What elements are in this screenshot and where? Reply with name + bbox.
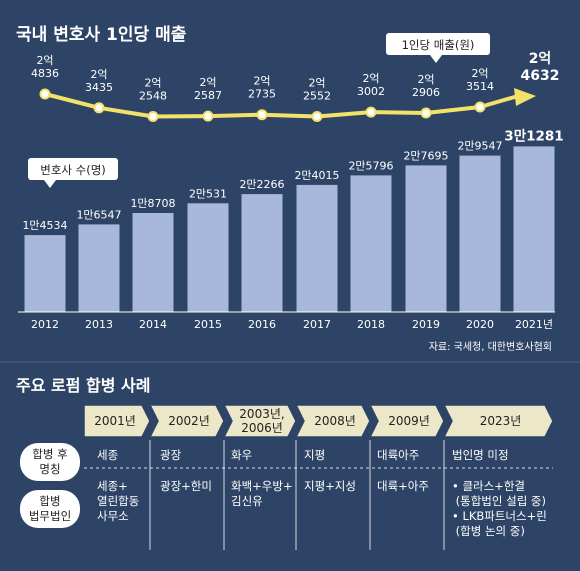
bar-legend-box	[28, 158, 118, 180]
line-value-label: 2억 2735	[248, 75, 276, 101]
bar-value-label: 2만5796	[348, 159, 393, 172]
bar	[459, 155, 501, 312]
timeline-year-arrow	[294, 404, 371, 438]
line-value-label: 2억 2587	[194, 76, 222, 102]
bar	[513, 146, 555, 312]
bar-value-label: 2만4015	[294, 169, 339, 182]
x-tick-label: 2021년	[515, 318, 553, 331]
bar	[241, 194, 283, 312]
bar-value-label: 2만531	[189, 187, 227, 200]
merger-title: 주요 로펌 합병 사례	[16, 376, 150, 395]
row-label: 합병 후 명칭	[32, 447, 67, 476]
merged-firms: 대륙+아주	[377, 479, 429, 493]
timeline-year-label: 2023년	[480, 414, 522, 428]
line-value-label: 2억 4836	[31, 54, 59, 80]
line-value-label: 2억 2906	[412, 73, 440, 99]
timeline-year-label: 2009년	[388, 414, 430, 428]
merged-name: 광장	[160, 448, 182, 462]
bar-value-label: 2만7695	[403, 149, 448, 162]
line-point	[147, 111, 159, 122]
bar-value-label: 1만8708	[130, 197, 175, 210]
line-point	[420, 107, 432, 119]
x-tick-label: 2019	[412, 318, 440, 331]
chart-title: 국내 변호사 1인당 매출	[16, 25, 187, 45]
line-value-label: 2억 2552	[303, 76, 331, 102]
line-value-label: 2억 2548	[139, 77, 167, 103]
x-tick-label: 2014	[139, 318, 167, 331]
merged-name: 지평	[304, 448, 325, 462]
merged-name: 대륙아주	[377, 448, 419, 462]
merged-firms: 지평+지성	[304, 479, 356, 493]
timeline-year-arrow	[222, 404, 297, 438]
line-point	[39, 88, 51, 100]
merged-firms: 광장+한미	[160, 479, 212, 493]
merged-name: 세종	[97, 448, 118, 462]
timeline-year-label: 2001년	[94, 414, 136, 428]
x-tick-label: 2012	[31, 318, 59, 331]
line-point	[93, 102, 105, 114]
line-value-label: 2억 4632	[521, 51, 560, 84]
merged-firms: 세종+ 열린합동 사무소	[97, 479, 139, 523]
bar	[78, 224, 120, 312]
x-tick-label: 2015	[194, 318, 222, 331]
timeline-year-label: 2003년, 2006년	[239, 407, 284, 435]
timeline-year-arrow	[83, 404, 151, 438]
x-tick-label: 2020	[466, 318, 494, 331]
line-arrowhead	[514, 88, 536, 106]
merged-firms: 화백+우방+ 김신유	[231, 479, 293, 508]
bar-value-label: 1만6547	[76, 208, 121, 221]
timeline-year-label: 2008년	[314, 414, 356, 428]
line-value-label: 2억 3435	[85, 68, 113, 94]
bar	[24, 235, 66, 312]
row-label-box	[20, 443, 80, 481]
line-legend-box	[386, 33, 490, 55]
line-value-label: 2억 3514	[466, 67, 494, 93]
bar	[405, 165, 447, 312]
source-note: 자료: 국세청, 대한변호사협회	[429, 340, 552, 353]
bar-value-label: 2만9547	[457, 140, 502, 153]
line-point	[256, 109, 268, 121]
row-label: 합병 법무법인	[29, 494, 71, 523]
timeline-year-arrow	[148, 404, 225, 438]
line-legend-pointer	[430, 55, 442, 63]
x-tick-label: 2016	[248, 318, 276, 331]
bar-value-label: 1만4534	[22, 219, 67, 232]
x-tick-label: 2017	[303, 318, 331, 331]
timeline-year-arrow	[442, 404, 554, 438]
bar	[350, 175, 392, 312]
merged-firms: • 클라스+한결 (통합법인 설립 중) • LKB파트너스+린 (합병 논의 중…	[452, 479, 547, 538]
merged-name: 화우	[231, 448, 252, 462]
row-label-box	[20, 490, 80, 528]
timeline-year-arrow	[368, 404, 445, 438]
line-point	[311, 111, 323, 122]
x-tick-label: 2013	[85, 318, 113, 331]
bar	[132, 213, 174, 312]
merged-name: 법인명 미정	[452, 448, 509, 462]
line-legend-label: 1인당 매출(원)	[402, 38, 475, 52]
bar-legend-pointer	[44, 180, 56, 188]
bar-value-label: 3만1281	[504, 128, 563, 144]
timeline-year-label: 2002년	[168, 414, 210, 428]
bar	[296, 184, 338, 312]
line-series	[44, 92, 519, 119]
line-point	[474, 101, 486, 113]
line-point	[202, 110, 214, 122]
bar-legend-label: 변호사 수(명)	[40, 163, 106, 177]
x-tick-label: 2018	[357, 318, 385, 331]
line-value-label: 2억 3002	[357, 72, 385, 98]
line-point	[365, 106, 377, 118]
bar-value-label: 2만2266	[239, 178, 284, 191]
bar	[187, 203, 229, 312]
